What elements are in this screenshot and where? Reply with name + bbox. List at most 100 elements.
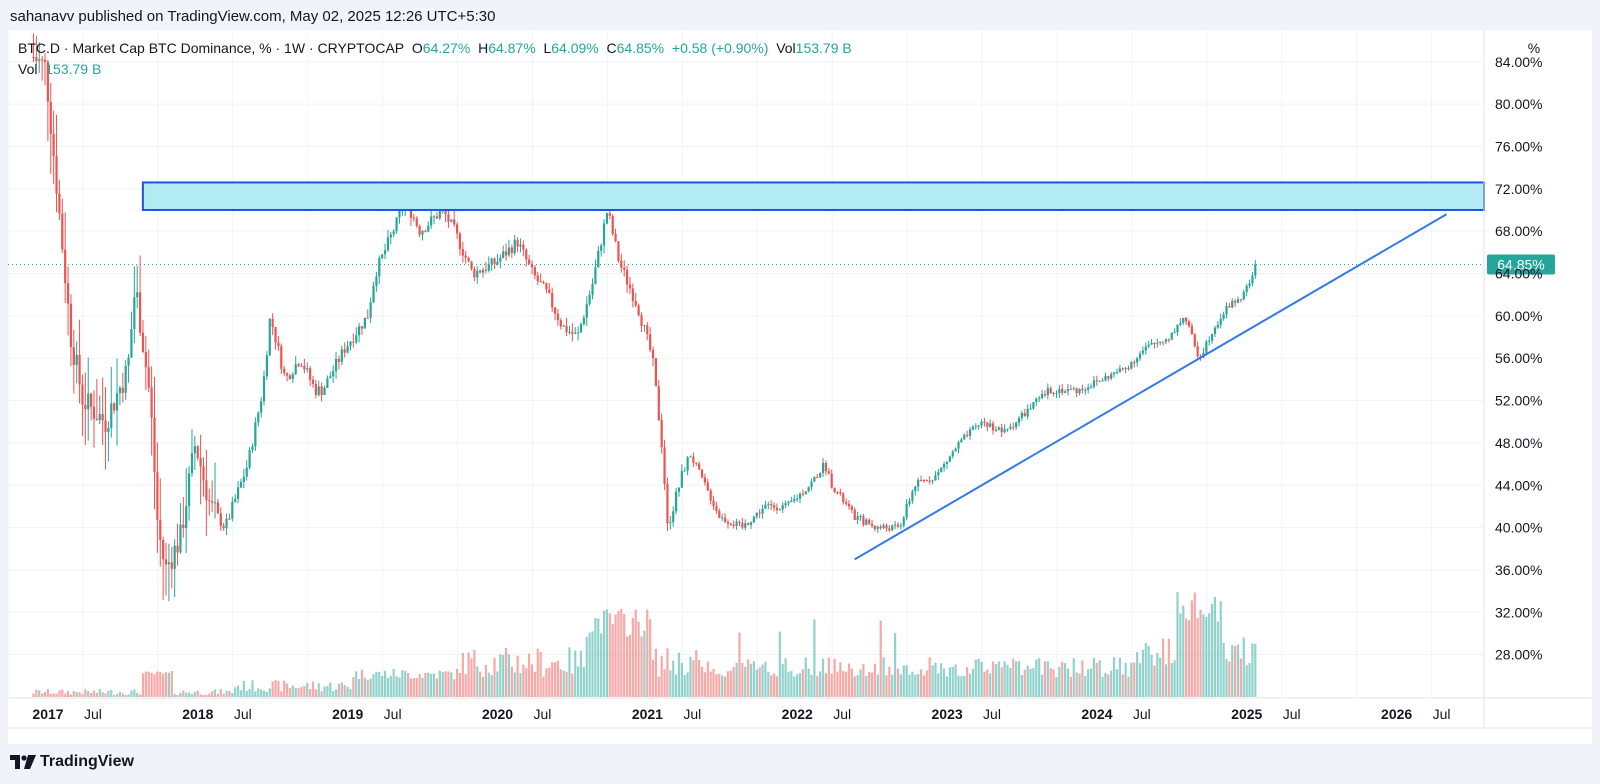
volume-bar bbox=[61, 689, 64, 697]
candle-body bbox=[173, 545, 176, 569]
candle-body bbox=[723, 517, 727, 522]
volume-bar bbox=[303, 685, 306, 697]
volume-bar bbox=[709, 671, 712, 697]
volume-bar bbox=[386, 677, 390, 697]
volume-bar bbox=[1121, 674, 1124, 697]
candle-body bbox=[1164, 339, 1168, 342]
candle-body bbox=[637, 305, 640, 316]
volume-bar bbox=[199, 694, 202, 697]
volume-bar bbox=[64, 693, 67, 697]
volume-bar bbox=[406, 672, 410, 697]
volume-bar bbox=[749, 663, 753, 697]
volume-bar bbox=[1164, 664, 1168, 697]
candle-body bbox=[228, 518, 231, 520]
candle-body bbox=[628, 284, 632, 289]
volume-bar bbox=[1236, 644, 1240, 697]
candle-body bbox=[211, 501, 214, 503]
candle-body bbox=[551, 292, 554, 308]
candle-body bbox=[138, 292, 142, 333]
volume-bar bbox=[421, 677, 424, 697]
candle-body bbox=[568, 331, 571, 333]
candle-body bbox=[277, 342, 280, 347]
candle-body bbox=[562, 325, 565, 327]
candle-body bbox=[836, 492, 839, 494]
x-tick-label: Jul bbox=[833, 706, 851, 722]
candle-body bbox=[288, 375, 292, 379]
volume-bar bbox=[231, 692, 234, 697]
candle-body bbox=[363, 317, 366, 329]
volume-bar bbox=[798, 673, 802, 697]
volume-bar bbox=[1078, 673, 1081, 697]
candle-body bbox=[170, 562, 173, 569]
candle-body bbox=[349, 341, 352, 347]
volume-bar bbox=[723, 676, 727, 697]
candle-body bbox=[819, 473, 822, 478]
candle-body bbox=[38, 59, 41, 61]
candle-body bbox=[859, 516, 862, 518]
candle-body bbox=[383, 250, 387, 255]
volume-bar bbox=[793, 676, 796, 697]
candle-body bbox=[1107, 376, 1110, 379]
candle-body bbox=[715, 506, 718, 511]
candle-body bbox=[651, 350, 655, 359]
candle-body bbox=[1222, 314, 1225, 319]
candle-body bbox=[213, 502, 217, 504]
volume-bar bbox=[579, 650, 583, 697]
candle-body bbox=[966, 434, 969, 436]
volume-bar bbox=[314, 689, 317, 697]
vol-label-2[interactable]: Vol bbox=[18, 61, 38, 77]
volume-bar bbox=[504, 647, 508, 697]
volume-bar bbox=[591, 631, 594, 697]
candle-body bbox=[1234, 300, 1237, 303]
candle-body bbox=[398, 211, 401, 218]
candle-body bbox=[1069, 389, 1072, 391]
y-tick-label: 80.00% bbox=[1495, 96, 1542, 112]
chart-frame bbox=[8, 30, 1592, 744]
volume-bar bbox=[242, 680, 245, 697]
volume-bar bbox=[124, 694, 127, 697]
candle-body bbox=[1052, 393, 1055, 395]
candle-body bbox=[856, 516, 859, 521]
candle-body bbox=[205, 480, 208, 501]
volume-bar bbox=[329, 682, 332, 697]
candle-body bbox=[798, 493, 802, 499]
volume-bar bbox=[1012, 658, 1015, 697]
candle-body bbox=[136, 292, 139, 298]
candle-body bbox=[1012, 426, 1015, 428]
volume-bar bbox=[974, 659, 977, 697]
volume-bar bbox=[118, 692, 122, 697]
volume-bar bbox=[432, 673, 436, 697]
publisher-line: sahanavv published on TradingView.com, M… bbox=[10, 8, 496, 25]
candle-body bbox=[1081, 388, 1084, 391]
volume-bar bbox=[208, 693, 211, 697]
volume-bar bbox=[476, 666, 479, 697]
candle-body bbox=[626, 269, 629, 285]
candle-body bbox=[127, 357, 130, 366]
candle-body bbox=[974, 426, 977, 428]
volume-bar bbox=[631, 617, 634, 697]
volume-bar bbox=[997, 661, 1000, 697]
volume-bar bbox=[839, 662, 842, 697]
candle-body bbox=[231, 501, 234, 519]
candle-body bbox=[1084, 389, 1087, 391]
volume-bar bbox=[715, 674, 718, 697]
candle-body bbox=[467, 257, 470, 262]
volume-bar bbox=[692, 660, 695, 697]
candle-body bbox=[337, 358, 341, 362]
volume-bar bbox=[1049, 668, 1052, 697]
candle-body bbox=[124, 365, 127, 393]
candle-body bbox=[130, 329, 133, 358]
candle-body bbox=[516, 239, 519, 247]
volume-bar bbox=[487, 672, 490, 697]
symbol-title[interactable]: BTC.D · Market Cap BTC Dominance, % · 1W… bbox=[18, 40, 405, 56]
tradingview-footer[interactable]: TradingView bbox=[10, 753, 134, 771]
volume-bar bbox=[372, 674, 375, 697]
volume-bar bbox=[285, 683, 289, 697]
volume-bar bbox=[807, 668, 810, 697]
volume-bar bbox=[110, 690, 113, 697]
percent-scale-button[interactable]: % bbox=[1527, 40, 1541, 56]
candle-body bbox=[571, 331, 574, 334]
volume-bar bbox=[821, 658, 825, 697]
candle-body bbox=[421, 230, 424, 235]
